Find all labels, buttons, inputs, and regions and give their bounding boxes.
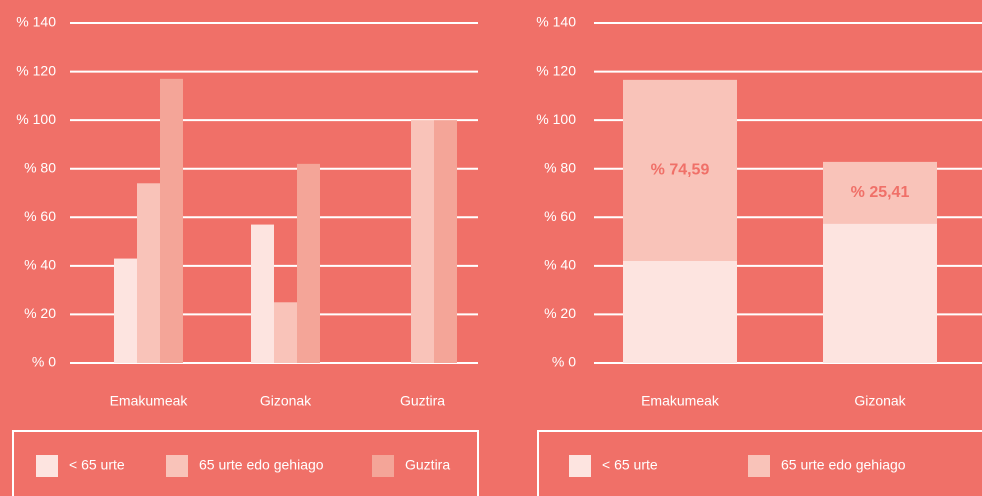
y-tick-label: % 120 [16,62,56,78]
y-tick-label: % 60 [24,208,56,224]
legend-label: < 65 urte [69,457,125,473]
y-tick-label: % 0 [552,354,576,370]
bar-segment [823,161,937,224]
x-tick-label: Gizonak [260,393,312,409]
bar-segment [823,223,937,363]
y-tick-label: % 40 [544,257,576,273]
y-tick-label: % 20 [24,305,56,321]
legend-swatch [166,455,188,477]
bar [274,302,297,363]
bar [434,120,457,364]
y-tick-label: % 100 [16,111,56,127]
bar [137,183,160,363]
y-tick-label: % 120 [536,62,576,78]
legend-label: 65 urte edo gehiago [781,457,906,473]
x-tick-label: Guztira [400,393,445,409]
y-tick-label: % 80 [544,159,576,175]
bar-segment [623,261,737,363]
y-tick-label: % 100 [536,111,576,127]
legend-box [12,430,479,496]
y-tick-label: % 40 [24,257,56,273]
x-tick-label: Emakumeak [641,393,720,409]
bar [297,163,320,363]
legend-swatch [372,455,394,477]
y-tick-label: % 0 [32,354,56,370]
legend-label: Guztira [405,457,450,473]
legend-box [537,430,982,496]
y-tick-label: % 60 [544,208,576,224]
legend-label: < 65 urte [602,457,658,473]
bar [160,78,183,363]
bar [114,258,137,363]
legend-label: 65 urte edo gehiago [199,457,324,473]
y-tick-label: % 20 [544,305,576,321]
value-label: % 25,41 [851,184,910,201]
legend-swatch [36,455,58,477]
y-tick-label: % 140 [536,14,576,30]
bar-segment [623,79,737,261]
legend-swatch [569,455,591,477]
legend-swatch [748,455,770,477]
x-tick-label: Gizonak [854,393,906,409]
y-tick-label: % 80 [24,159,56,175]
y-tick-label: % 140 [16,14,56,30]
value-label: % 74,59 [651,162,710,179]
bar [411,120,434,364]
bar [251,224,274,363]
x-tick-label: Emakumeak [110,393,189,409]
